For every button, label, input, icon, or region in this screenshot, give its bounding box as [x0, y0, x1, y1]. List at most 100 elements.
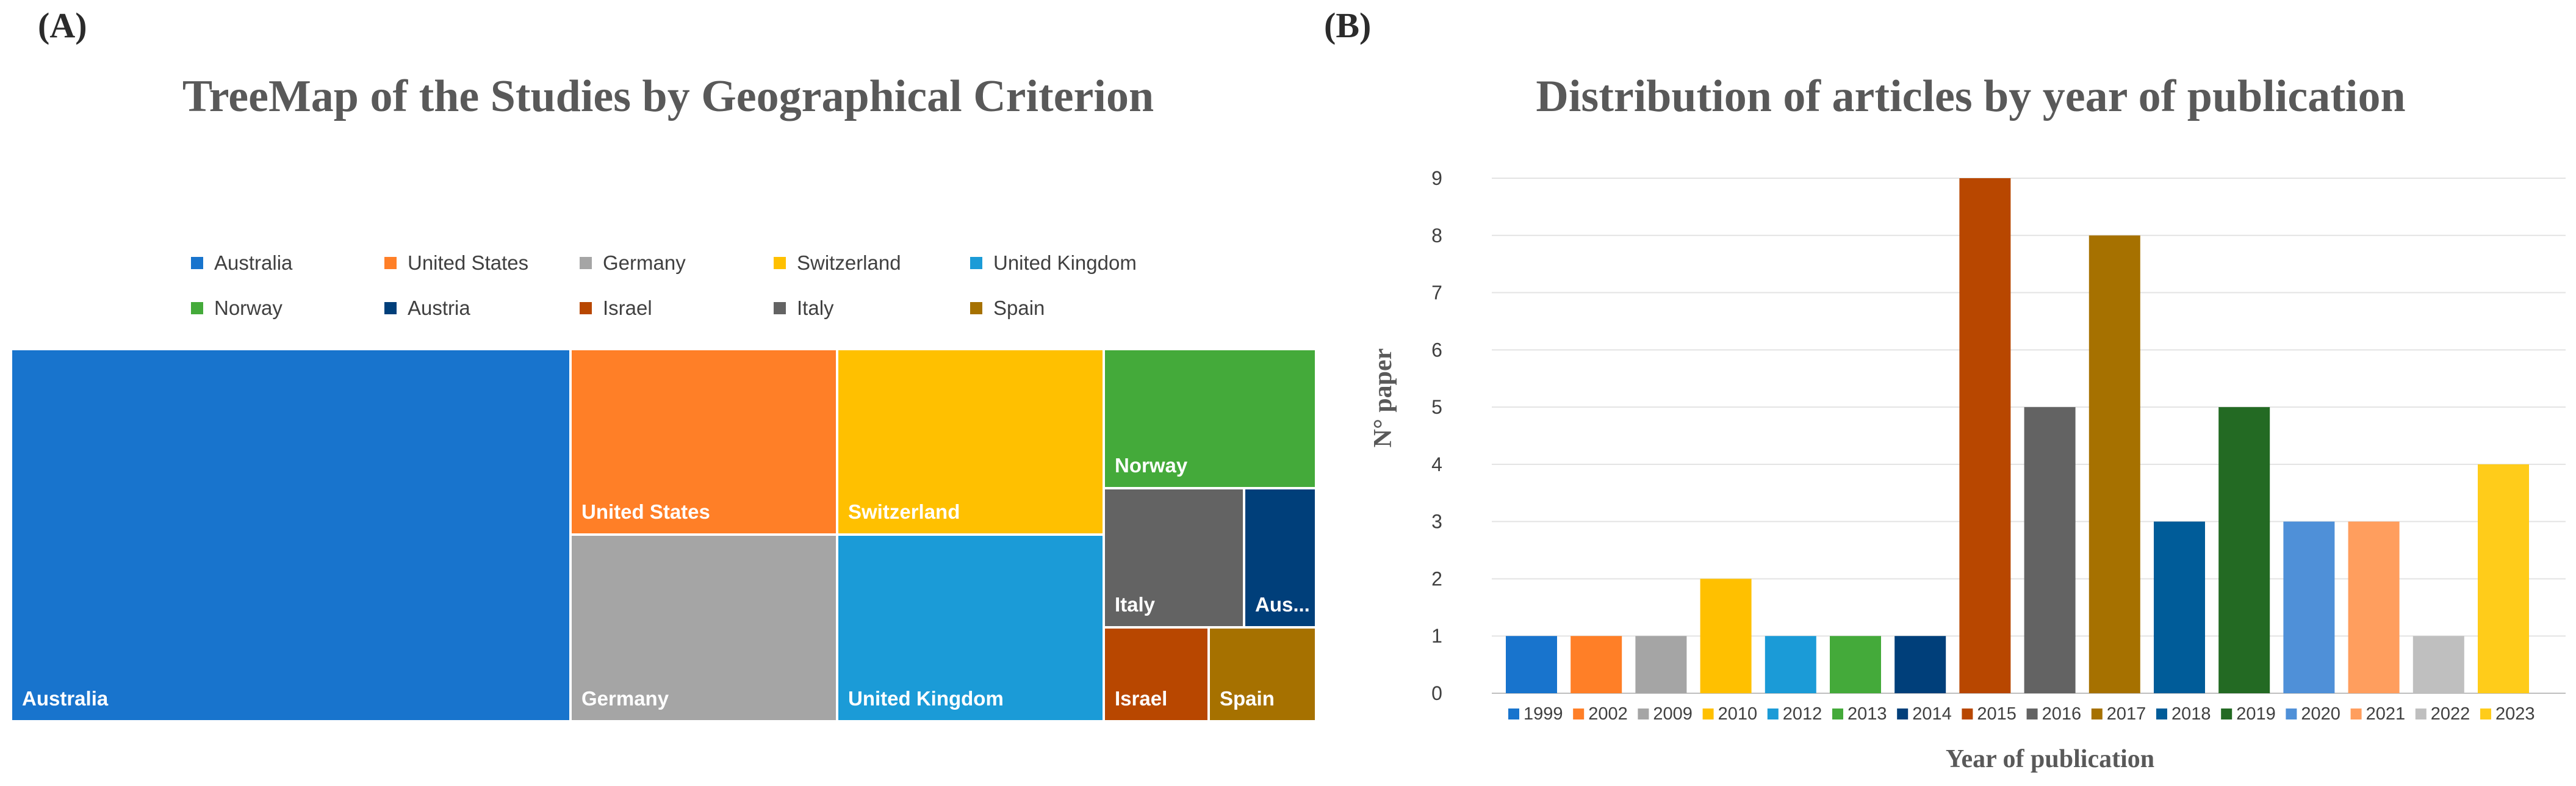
legend-swatch-2012 — [1767, 708, 1779, 719]
legend-label: Austria — [408, 297, 470, 319]
legend-swatch-2018 — [2156, 708, 2167, 719]
bar-2010 — [1700, 579, 1752, 693]
legend-label: United Kingdom — [993, 251, 1137, 274]
legend-label-2016: 2016 — [2042, 704, 2082, 724]
treemap-tile-australia: Australia — [12, 350, 569, 720]
treemap-tile-label: Israel — [1115, 687, 1168, 710]
treemap-tile-spain: Spain — [1210, 629, 1315, 720]
legend-item-switzerland: Switzerland — [774, 251, 901, 275]
legend-swatch-2002 — [1573, 708, 1585, 719]
legend-label-2010: 2010 — [1718, 704, 1758, 724]
legend-swatch-2021 — [2350, 708, 2362, 719]
legend-swatch-2020 — [2286, 708, 2297, 719]
y-tick-label: 8 — [1431, 225, 1442, 247]
y-tick-label: 4 — [1431, 453, 1442, 475]
legend-label-2002: 2002 — [1588, 704, 1628, 724]
legend-item-united-states: United States — [384, 251, 528, 275]
legend-label: Spain — [993, 297, 1045, 319]
treemap: Australia United States Switzerland Norway G… — [12, 350, 1315, 720]
bar-chart-title: Distribution of articles by year of publ… — [1536, 71, 2406, 121]
treemap-tile-italy: Italy — [1105, 489, 1243, 626]
treemap-tile-label: United States — [581, 500, 710, 523]
legend-swatch-2013 — [1832, 708, 1843, 719]
legend-label-2020: 2020 — [2301, 704, 2340, 724]
legend-swatch-2010 — [1702, 708, 1714, 719]
legend-label-2018: 2018 — [2171, 704, 2211, 724]
bar-2021 — [2348, 521, 2400, 693]
y-tick-label: 0 — [1431, 682, 1442, 704]
treemap-tile-label: Australia — [22, 687, 109, 710]
treemap-tile-label: Norway — [1115, 454, 1188, 477]
legend-swatch — [191, 302, 203, 314]
legend-swatch-2017 — [2091, 708, 2103, 719]
legend-swatch — [384, 302, 397, 314]
bar-2002 — [1570, 636, 1622, 693]
legend-swatch-2019 — [2221, 708, 2232, 719]
legend-label-2022: 2022 — [2431, 704, 2470, 724]
legend-label-1999: 1999 — [1524, 704, 1563, 724]
legend-swatch — [970, 257, 982, 269]
bar-2023 — [2478, 464, 2529, 693]
legend-label-2015: 2015 — [1977, 704, 2017, 724]
y-tick-label: 5 — [1431, 396, 1442, 418]
legend-label-2009: 2009 — [1653, 704, 1693, 724]
y-tick-label: 2 — [1431, 568, 1442, 590]
legend-swatch — [191, 257, 203, 269]
treemap-tile-label: United Kingdom — [848, 687, 1004, 710]
legend-label: Norway — [214, 297, 282, 319]
treemap-tile-switzerland: Switzerland — [838, 350, 1103, 533]
x-axis-label: Year of publication — [1946, 745, 2154, 773]
treemap-tile-norway: Norway — [1105, 350, 1315, 487]
bar-2013 — [1830, 636, 1881, 693]
legend-swatch — [580, 257, 592, 269]
treemap-legend: Australia United States Germany Switzerland… — [0, 0, 1336, 342]
y-tick-labels: 0 1 2 3 4 5 6 7 8 9 — [1431, 167, 1442, 704]
bar-2020 — [2283, 521, 2335, 693]
bar-2016 — [2024, 407, 2076, 693]
legend-label: United States — [408, 251, 529, 274]
legend-label: Switzerland — [797, 251, 901, 274]
treemap-title: TreeMap of the Studies by Geographical C… — [182, 71, 1154, 121]
legend-swatch-2015 — [1962, 708, 1973, 719]
legend-swatch-2023 — [2480, 708, 2491, 719]
bar-legend: 1999 2002 2009 2010 2012 2013 2014 2015 2016 2017… — [1508, 704, 2535, 724]
legend-swatch-1999 — [1508, 708, 1519, 719]
bar-2017 — [2089, 235, 2140, 693]
legend-swatch — [774, 257, 786, 269]
bar-2019 — [2218, 407, 2270, 693]
legend-item-israel: Israel — [580, 297, 652, 320]
legend-label-2019: 2019 — [2236, 704, 2276, 724]
legend-label-2021: 2021 — [2366, 704, 2406, 724]
bar-2022 — [2412, 636, 2464, 693]
legend-item-austria: Austria — [384, 297, 470, 320]
bar-1999 — [1506, 636, 1557, 693]
legend-swatch — [774, 302, 786, 314]
treemap-tile-austria: Aus... — [1245, 489, 1315, 626]
treemap-tile-label: Aus... — [1255, 593, 1310, 616]
legend-label: Israel — [603, 297, 652, 319]
panel-b-label: (B) — [1324, 5, 1372, 45]
legend-swatch — [580, 302, 592, 314]
bar-2018 — [2154, 521, 2205, 693]
legend-label-2013: 2013 — [1847, 704, 1887, 724]
legend-label: Italy — [797, 297, 834, 319]
bars — [1506, 178, 2529, 693]
y-tick-label: 7 — [1431, 282, 1442, 304]
panel-a-label: (A) — [38, 5, 87, 45]
treemap-tile-united-kingdom: United Kingdom — [838, 536, 1103, 720]
legend-swatch — [970, 302, 982, 314]
treemap-tile-germany: Germany — [572, 536, 836, 720]
legend-label-2017: 2017 — [2107, 704, 2146, 724]
treemap-tile-label: Switzerland — [848, 500, 960, 523]
legend-swatch-2016 — [2026, 708, 2038, 719]
y-tick-label: 1 — [1431, 625, 1442, 647]
y-axis-label: N° paper — [1369, 348, 1397, 448]
y-tick-label: 3 — [1431, 511, 1442, 533]
legend-label-2023: 2023 — [2495, 704, 2535, 724]
treemap-tile-label: Italy — [1115, 593, 1156, 616]
legend-swatch-2014 — [1897, 708, 1909, 719]
legend-label: Australia — [214, 251, 293, 274]
legend-swatch-2022 — [2415, 708, 2427, 719]
legend-label-2012: 2012 — [1783, 704, 1822, 724]
